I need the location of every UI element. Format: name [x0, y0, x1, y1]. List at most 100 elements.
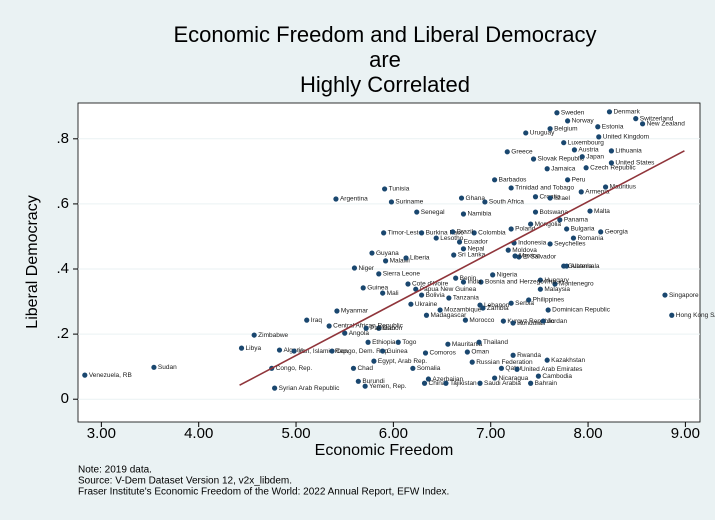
x-tick-label: 7.00: [476, 425, 505, 442]
point: [342, 330, 348, 336]
point: [537, 286, 543, 292]
point: [382, 186, 388, 192]
point: [376, 325, 382, 331]
point: [598, 229, 604, 235]
point: [545, 307, 551, 313]
point-label: New Zealand: [647, 121, 686, 128]
point: [423, 312, 430, 318]
x-tick-label: 8.00: [573, 425, 602, 442]
point: [355, 378, 361, 384]
point-label: Estonia: [602, 123, 624, 130]
point: [528, 380, 534, 386]
point: [272, 385, 278, 391]
point-label: Hungary: [544, 277, 569, 284]
point: [544, 166, 550, 172]
point: [561, 140, 567, 146]
point: [446, 295, 452, 301]
point-label: Senegal: [421, 209, 445, 216]
point-label: Myanmar: [341, 308, 369, 315]
point: [510, 320, 516, 326]
point: [456, 239, 463, 245]
point: [583, 165, 589, 171]
point: [547, 241, 553, 247]
point-label: Mozambique: [444, 307, 482, 314]
point-label: Madagascar: [430, 312, 467, 319]
fit-line: [239, 150, 685, 386]
point-label: Barbados: [499, 177, 528, 184]
point: [547, 195, 553, 201]
point: [554, 110, 560, 116]
point-label: Timor-Leste: [388, 230, 423, 237]
point-label: Honduras: [517, 320, 546, 327]
point-label: Nepal: [467, 246, 485, 253]
point-label: Qatar: [505, 365, 522, 372]
point-label: Albania: [571, 263, 593, 270]
point-label: Peru: [572, 177, 586, 184]
point-label: Sudan: [158, 364, 177, 371]
point-label: Japan: [586, 153, 604, 160]
point: [413, 286, 419, 292]
point: [508, 300, 514, 306]
point: [537, 277, 543, 283]
point: [669, 312, 675, 318]
point: [326, 323, 332, 329]
point-label: Botswana: [539, 209, 568, 216]
point-label: Mongolia: [535, 221, 562, 228]
point-label: Somalia: [417, 365, 441, 372]
point: [291, 348, 297, 354]
point-label: Guyana: [376, 250, 399, 257]
point: [587, 208, 593, 214]
point: [570, 235, 577, 241]
point-label: Serbia: [515, 300, 534, 307]
point: [419, 230, 425, 236]
point: [552, 281, 558, 287]
point-label: Kazakhstan: [551, 357, 585, 364]
point-label: United Arab Emirates: [521, 366, 583, 373]
point: [403, 255, 409, 261]
point: [376, 271, 382, 277]
point: [151, 364, 157, 370]
point-label: Ukraine: [415, 301, 438, 308]
point-label: Colombia: [478, 230, 506, 237]
x-tick-label: 6.00: [379, 425, 408, 442]
point-label: Philippines: [533, 297, 565, 304]
point: [565, 118, 571, 124]
point: [561, 263, 567, 269]
y-tick-label: 0: [61, 390, 69, 407]
title-line: are: [369, 47, 401, 72]
point-label: Denmark: [613, 109, 640, 116]
point-label: United States: [615, 160, 655, 167]
point: [662, 292, 668, 298]
y-tick-label: .8: [56, 130, 69, 147]
point: [350, 365, 357, 371]
point: [388, 199, 395, 205]
point: [238, 345, 245, 351]
point: [606, 109, 613, 115]
point: [462, 317, 469, 323]
point: [476, 339, 482, 345]
point: [405, 281, 411, 287]
point-label: Malaysia: [544, 286, 570, 293]
point-label: Uruguay: [530, 130, 555, 137]
point-label: India: [467, 279, 481, 286]
point: [360, 285, 366, 291]
point-label: Tanzania: [453, 295, 479, 302]
point-label: Yemen, Rep.: [369, 383, 407, 390]
point-label: Comoros: [430, 350, 457, 357]
point: [639, 121, 646, 127]
point: [633, 116, 639, 122]
point-label: Pakistan: [370, 325, 395, 332]
point: [276, 347, 283, 353]
point: [329, 348, 335, 354]
point: [500, 318, 506, 324]
point-label: Switzerland: [640, 115, 674, 122]
point: [422, 350, 429, 356]
point-label: Armenia: [585, 189, 610, 196]
point-label: Thailand: [483, 339, 508, 346]
point-label: Bahrain: [535, 380, 558, 387]
point: [433, 235, 439, 241]
point-label: Mali: [387, 290, 399, 297]
x-axis-title: Economic Freedom: [315, 442, 454, 459]
point: [419, 292, 425, 298]
point: [464, 349, 470, 355]
